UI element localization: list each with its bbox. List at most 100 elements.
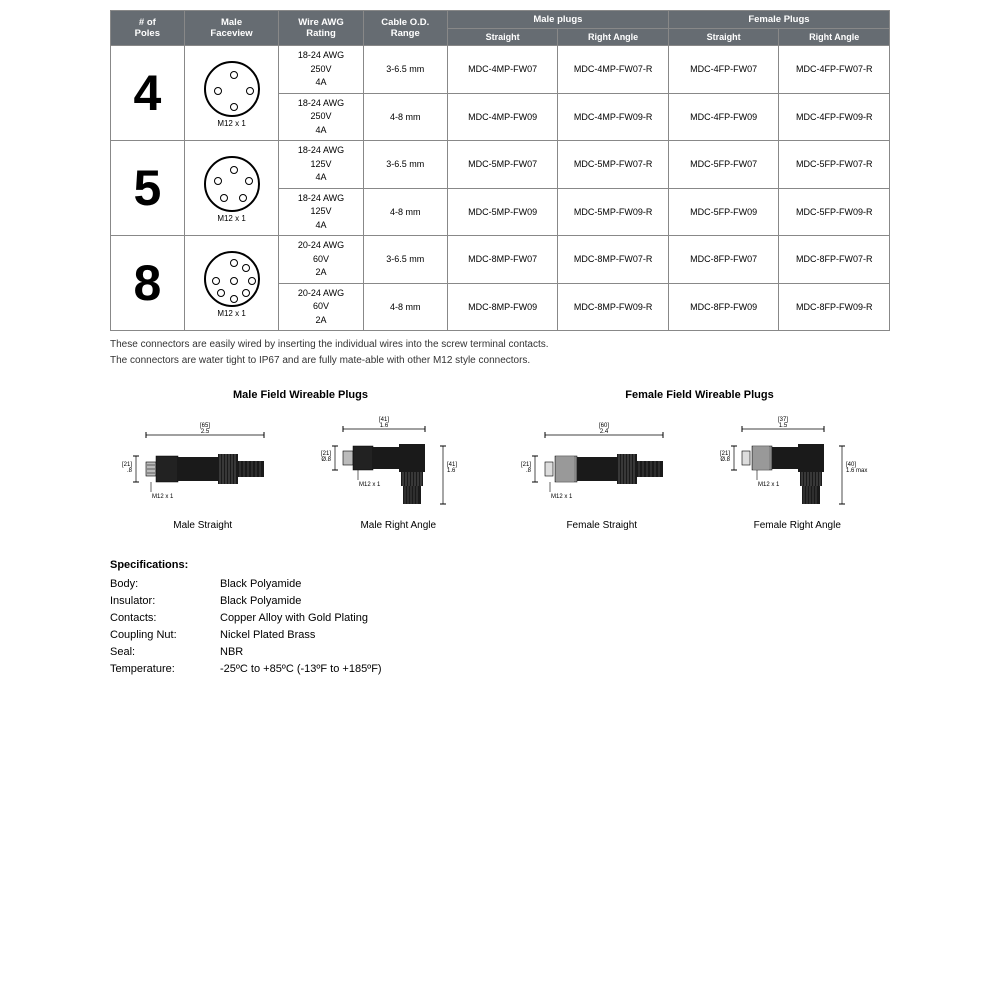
note-line-2: The connectors are water tight to IP67 a… <box>110 353 890 369</box>
faceview-icon <box>204 61 260 117</box>
pin-icon <box>248 277 256 285</box>
table-row: 4M12 x 118-24 AWG250V4A3-6.5 mmMDC-4MP-F… <box>111 46 890 94</box>
pin-icon <box>230 103 238 111</box>
pin-icon <box>230 71 238 79</box>
volt: 60V <box>313 254 329 264</box>
partno-cell: MDC-8MP-FW09-R <box>558 283 669 331</box>
partno-cell: MDC-5MP-FW07 <box>447 141 558 189</box>
note-line-1: These connectors are easily wired by ins… <box>110 337 890 353</box>
partno-cell: MDC-4FP-FW07 <box>668 46 779 94</box>
svg-text:[21]Ø.8: [21]Ø.8 <box>720 451 731 463</box>
volt: 250V <box>311 111 332 121</box>
pin-icon <box>214 87 222 95</box>
spec-key: Seal: <box>110 644 220 661</box>
table-row: 8M12 x 120-24 AWG60V2A3-6.5 mmMDC-8MP-FW… <box>111 236 890 284</box>
male-title: Male Field Wireable Plugs <box>110 389 491 401</box>
svg-text:[21].8: [21].8 <box>122 462 133 474</box>
awg: 20-24 AWG <box>298 240 344 250</box>
spec-key: Contacts: <box>110 610 220 627</box>
notes: These connectors are easily wired by ins… <box>110 337 890 369</box>
male-right-angle-diagram: [41]1.6[21]Ø.8[41]1.6M12 x 1 Male Right … <box>306 411 492 531</box>
partno-cell: MDC-8MP-FW07-R <box>558 236 669 284</box>
svg-text:[41]1.6: [41]1.6 <box>379 417 389 429</box>
pin-icon <box>242 264 250 272</box>
spec-value: -25ºC to +85ºC (-13ºF to +185ºF) <box>220 661 382 678</box>
svg-text:M12 x 1: M12 x 1 <box>758 482 780 488</box>
partno-cell: MDC-5MP-FW09 <box>447 188 558 236</box>
spec-row: Contacts:Copper Alloy with Gold Plating <box>110 610 890 627</box>
partno-cell: MDC-4FP-FW09-R <box>779 93 890 141</box>
partno-cell: MDC-5FP-FW07 <box>668 141 779 189</box>
partno-cell: MDC-4FP-FW09 <box>668 93 779 141</box>
svg-text:[21].8: [21].8 <box>521 462 532 474</box>
faceview-cell: M12 x 1 <box>184 236 279 331</box>
spec-row: Seal:NBR <box>110 644 890 661</box>
spec-row: Body:Black Polyamide <box>110 576 890 593</box>
caption-fr: Female Right Angle <box>705 520 891 531</box>
od-cell: 3-6.5 mm <box>363 236 447 284</box>
male-straight-svg: [65]2.5[21].8M12 x 1 <box>118 411 288 511</box>
partno-cell: MDC-4FP-FW07-R <box>779 46 890 94</box>
partno-cell: MDC-5MP-FW09-R <box>558 188 669 236</box>
specifications: Specifications: Body:Black PolyamideInsu… <box>110 557 890 678</box>
poles-cell: 5 <box>111 141 185 236</box>
th-poles: # ofPoles <box>111 11 185 46</box>
female-title: Female Field Wireable Plugs <box>509 389 890 401</box>
faceview-icon <box>204 156 260 212</box>
male-ra-svg: [41]1.6[21]Ø.8[41]1.6M12 x 1 <box>313 411 483 511</box>
partno-cell: MDC-4MP-FW09-R <box>558 93 669 141</box>
svg-text:[65]2.5: [65]2.5 <box>200 423 210 435</box>
female-straight-diagram: [60]2.4[21].8M12 x 1 Female Straight <box>509 411 695 531</box>
partno-cell: MDC-8MP-FW07 <box>447 236 558 284</box>
female-ra-svg: [37]1.5[21]Ø.8[40]1.6 maxM12 x 1 <box>712 411 882 511</box>
faceview-thread-label: M12 x 1 <box>189 214 275 223</box>
spec-key: Insulator: <box>110 593 220 610</box>
awg-cell: 18-24 AWG125V4A <box>279 188 363 236</box>
partno-cell: MDC-4MP-FW07 <box>447 46 558 94</box>
th-female-ra: Right Angle <box>779 29 890 46</box>
partno-cell: MDC-4MP-FW07-R <box>558 46 669 94</box>
pin-icon <box>246 87 254 95</box>
spec-row: Insulator:Black Polyamide <box>110 593 890 610</box>
partno-cell: MDC-5FP-FW09 <box>668 188 779 236</box>
spec-row: Coupling Nut:Nickel Plated Brass <box>110 627 890 644</box>
amp: 4A <box>316 172 327 182</box>
amp: 4A <box>316 220 327 230</box>
faceview-thread-label: M12 x 1 <box>189 119 275 128</box>
awg-cell: 20-24 AWG60V2A <box>279 283 363 331</box>
partno-cell: MDC-8FP-FW09-R <box>779 283 890 331</box>
awg: 18-24 AWG <box>298 98 344 108</box>
pin-icon <box>230 295 238 303</box>
spec-value: Black Polyamide <box>220 593 301 610</box>
diagrams: Male Field Wireable Plugs [65]2.5 [21].8 M… <box>110 389 890 531</box>
male-diagrams: Male Field Wireable Plugs [65]2.5 [21].8 M… <box>110 389 491 531</box>
faceview-cell: M12 x 1 <box>184 46 279 141</box>
od-cell: 3-6.5 mm <box>363 46 447 94</box>
od-cell: 3-6.5 mm <box>363 141 447 189</box>
od-cell: 4-8 mm <box>363 283 447 331</box>
amp: 4A <box>316 77 327 87</box>
specs-title: Specifications: <box>110 557 890 574</box>
pin-icon <box>230 166 238 174</box>
caption-mr: Male Right Angle <box>306 520 492 531</box>
caption-ms: Male Straight <box>110 520 296 531</box>
volt: 125V <box>311 159 332 169</box>
faceview-icon <box>204 251 260 307</box>
awg: 20-24 AWG <box>298 288 344 298</box>
faceview-thread-label: M12 x 1 <box>189 309 275 318</box>
partno-cell: MDC-5MP-FW07-R <box>558 141 669 189</box>
pin-icon <box>220 194 228 202</box>
pin-icon <box>242 289 250 297</box>
spec-key: Body: <box>110 576 220 593</box>
amp: 4A <box>316 125 327 135</box>
awg: 18-24 AWG <box>298 193 344 203</box>
poles-cell: 4 <box>111 46 185 141</box>
volt: 250V <box>311 64 332 74</box>
th-male-plugs: Male plugs <box>447 11 668 29</box>
th-awg: Wire AWGRating <box>279 11 363 46</box>
awg-cell: 18-24 AWG 250V 4A <box>279 93 363 141</box>
svg-text:M12 x 1: M12 x 1 <box>551 494 573 500</box>
partno-cell: MDC-5FP-FW09-R <box>779 188 890 236</box>
spec-value: NBR <box>220 644 243 661</box>
caption-fs: Female Straight <box>509 520 695 531</box>
